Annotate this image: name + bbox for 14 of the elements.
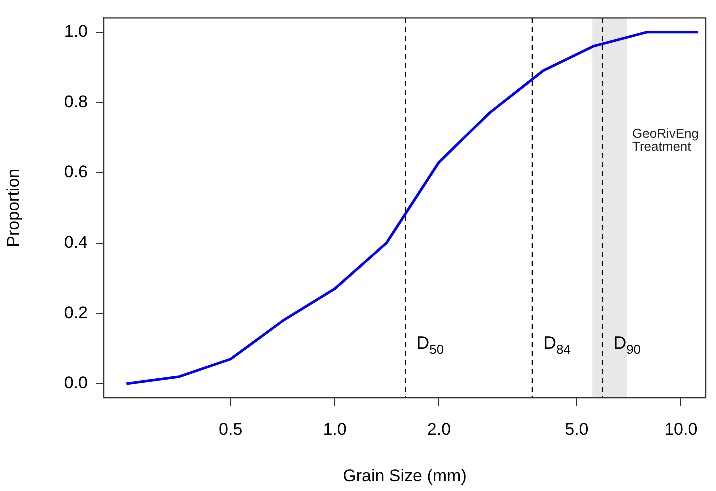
x-axis-title: Grain Size (mm) (343, 466, 467, 486)
y-tick-label: 0.4 (64, 232, 88, 252)
y-tick-label: 1.0 (64, 22, 88, 41)
y-tick-label: 0.8 (64, 92, 88, 112)
x-tick-label: 1.0 (323, 420, 347, 439)
x-tick-label: 0.5 (219, 420, 243, 439)
y-tick-label: 0.2 (64, 303, 88, 322)
x-tick-label: 5.0 (565, 420, 589, 439)
band-label: GeoRivEng Treatment (632, 126, 699, 154)
y-axis-title: Proportion (4, 168, 23, 248)
x-tick-label: 10.0 (664, 420, 698, 439)
x-tick-label: 2.0 (427, 420, 452, 439)
y-tick-label: 0.6 (64, 162, 88, 182)
y-tick-label: 0.0 (64, 374, 88, 393)
